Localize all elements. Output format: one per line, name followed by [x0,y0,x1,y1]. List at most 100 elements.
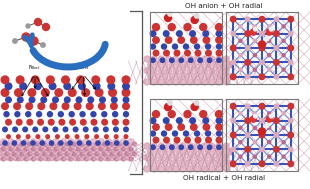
Circle shape [245,118,250,123]
Circle shape [259,128,265,135]
Circle shape [198,160,204,166]
Circle shape [114,157,118,161]
Circle shape [176,62,182,68]
Circle shape [246,133,250,137]
Circle shape [123,134,129,139]
Circle shape [184,111,191,118]
Circle shape [151,58,155,62]
Circle shape [54,88,63,97]
Circle shape [178,124,184,130]
Circle shape [158,154,164,160]
Circle shape [184,131,188,136]
Circle shape [112,119,119,126]
Circle shape [165,15,171,22]
Circle shape [259,41,265,48]
Circle shape [188,58,193,62]
Circle shape [219,160,226,166]
Circle shape [49,144,56,150]
Circle shape [79,144,86,150]
Circle shape [35,152,39,156]
Circle shape [52,96,59,103]
Circle shape [216,31,222,36]
Circle shape [227,149,233,155]
Circle shape [158,143,164,149]
Circle shape [223,67,229,74]
Circle shape [269,114,273,118]
Circle shape [250,29,256,35]
Circle shape [207,58,212,62]
Circle shape [86,102,94,110]
Circle shape [47,111,53,117]
Circle shape [253,25,256,28]
Circle shape [58,111,64,117]
Circle shape [1,102,9,110]
Circle shape [25,111,31,117]
Circle shape [6,134,11,139]
Circle shape [1,75,10,84]
Circle shape [24,157,28,161]
Circle shape [107,157,110,161]
Circle shape [42,144,48,150]
Circle shape [32,126,38,132]
Circle shape [38,139,44,145]
Circle shape [195,137,201,143]
Circle shape [253,126,256,129]
Circle shape [260,60,264,65]
Circle shape [77,140,82,146]
Circle shape [94,154,101,160]
Circle shape [0,154,3,160]
Circle shape [245,31,250,36]
Circle shape [12,154,18,160]
Circle shape [53,139,59,145]
Circle shape [288,16,294,22]
Circle shape [14,111,20,117]
Circle shape [107,82,115,90]
Circle shape [19,82,27,90]
Circle shape [77,157,81,161]
Circle shape [274,104,279,108]
Circle shape [223,154,229,160]
Circle shape [153,124,159,130]
Circle shape [230,161,236,167]
Circle shape [80,142,84,146]
Circle shape [68,88,77,97]
Circle shape [223,166,229,172]
Circle shape [177,31,182,36]
Text: Fe$_\mathregular{oct}$: Fe$_\mathregular{oct}$ [29,63,42,72]
Circle shape [55,134,60,139]
Circle shape [144,154,150,160]
Circle shape [113,139,119,145]
Circle shape [151,79,157,85]
Circle shape [68,149,74,155]
Circle shape [216,131,222,136]
Circle shape [26,134,31,139]
Circle shape [42,154,48,160]
Circle shape [129,147,133,151]
Circle shape [155,160,161,166]
Circle shape [239,25,242,28]
Circle shape [124,154,131,160]
Circle shape [114,134,119,139]
Circle shape [16,134,21,139]
Circle shape [34,144,41,150]
Circle shape [198,58,202,62]
Circle shape [158,56,164,62]
Circle shape [2,147,6,151]
Circle shape [24,147,28,151]
Circle shape [20,142,24,146]
Circle shape [162,131,166,136]
Circle shape [95,140,101,146]
Circle shape [268,112,271,115]
Circle shape [106,75,115,84]
Circle shape [178,37,184,43]
Circle shape [93,82,101,90]
Circle shape [265,37,269,41]
Circle shape [40,96,47,103]
Circle shape [87,154,93,160]
Circle shape [42,152,46,156]
Circle shape [101,111,108,117]
Circle shape [198,73,204,79]
Circle shape [163,118,169,123]
Circle shape [46,157,51,161]
Circle shape [166,143,172,149]
